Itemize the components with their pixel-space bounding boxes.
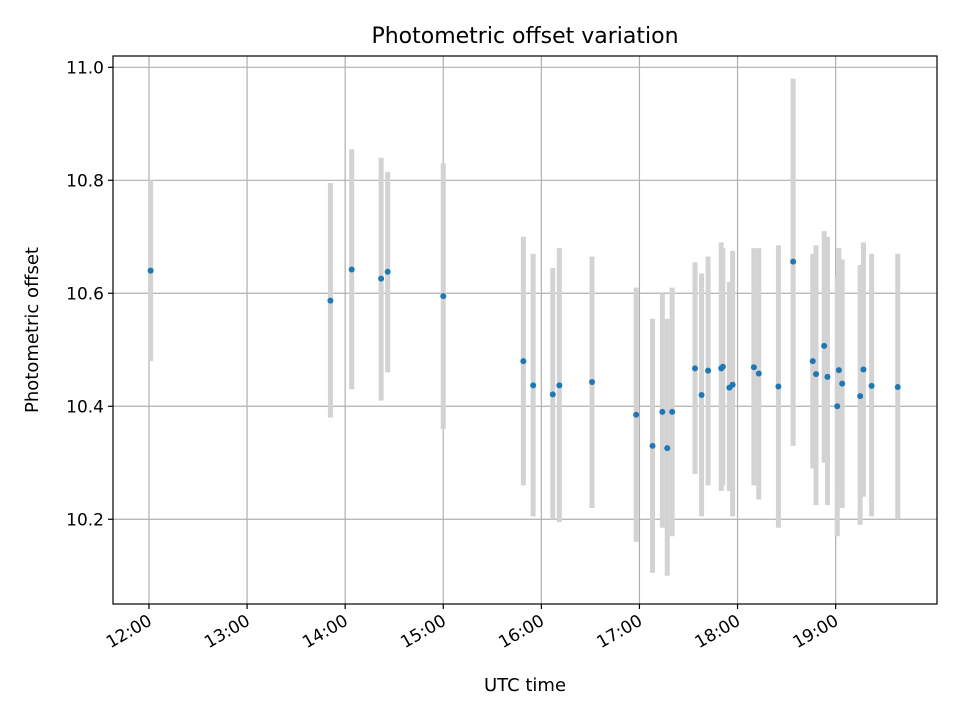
data-point: [692, 365, 699, 372]
data-point: [649, 442, 656, 449]
data-point: [834, 403, 841, 410]
data-point: [868, 382, 875, 389]
y-tick-label: 11.0: [66, 58, 104, 78]
data-point: [669, 408, 676, 415]
data-point: [775, 383, 782, 390]
data-points: [147, 258, 901, 452]
data-point: [839, 380, 846, 387]
y-tick-label: 10.8: [66, 171, 104, 191]
data-point: [719, 363, 726, 370]
data-point: [705, 367, 712, 374]
data-point: [440, 293, 447, 300]
data-point: [698, 391, 705, 398]
chart-title: Photometric offset variation: [371, 24, 678, 49]
data-point: [378, 275, 385, 282]
y-tick-label: 10.4: [66, 397, 104, 417]
y-tick-label: 10.6: [66, 284, 104, 304]
data-point: [633, 411, 640, 418]
data-point: [664, 445, 671, 452]
data-point: [549, 391, 556, 398]
data-point: [556, 382, 563, 389]
data-point: [821, 342, 828, 349]
data-point: [809, 358, 816, 365]
data-point: [729, 381, 736, 388]
y-tick-label: 10.2: [66, 510, 104, 530]
data-point: [894, 384, 901, 391]
data-point: [520, 358, 527, 365]
data-point: [860, 366, 867, 373]
data-point: [530, 382, 537, 389]
data-point: [835, 367, 842, 374]
x-axis-label: UTC time: [484, 675, 566, 696]
data-point: [384, 268, 391, 275]
data-point: [327, 297, 334, 304]
data-point: [790, 258, 797, 265]
data-point: [755, 370, 762, 377]
data-point: [750, 364, 757, 371]
data-point: [348, 266, 355, 273]
data-point: [147, 267, 154, 274]
y-axis-label: Photometric offset: [22, 247, 43, 413]
data-point: [659, 408, 666, 415]
data-point: [813, 371, 820, 378]
data-point: [589, 378, 596, 385]
plot-frame: [112, 55, 938, 605]
data-point: [824, 373, 831, 380]
data-point: [857, 393, 864, 400]
